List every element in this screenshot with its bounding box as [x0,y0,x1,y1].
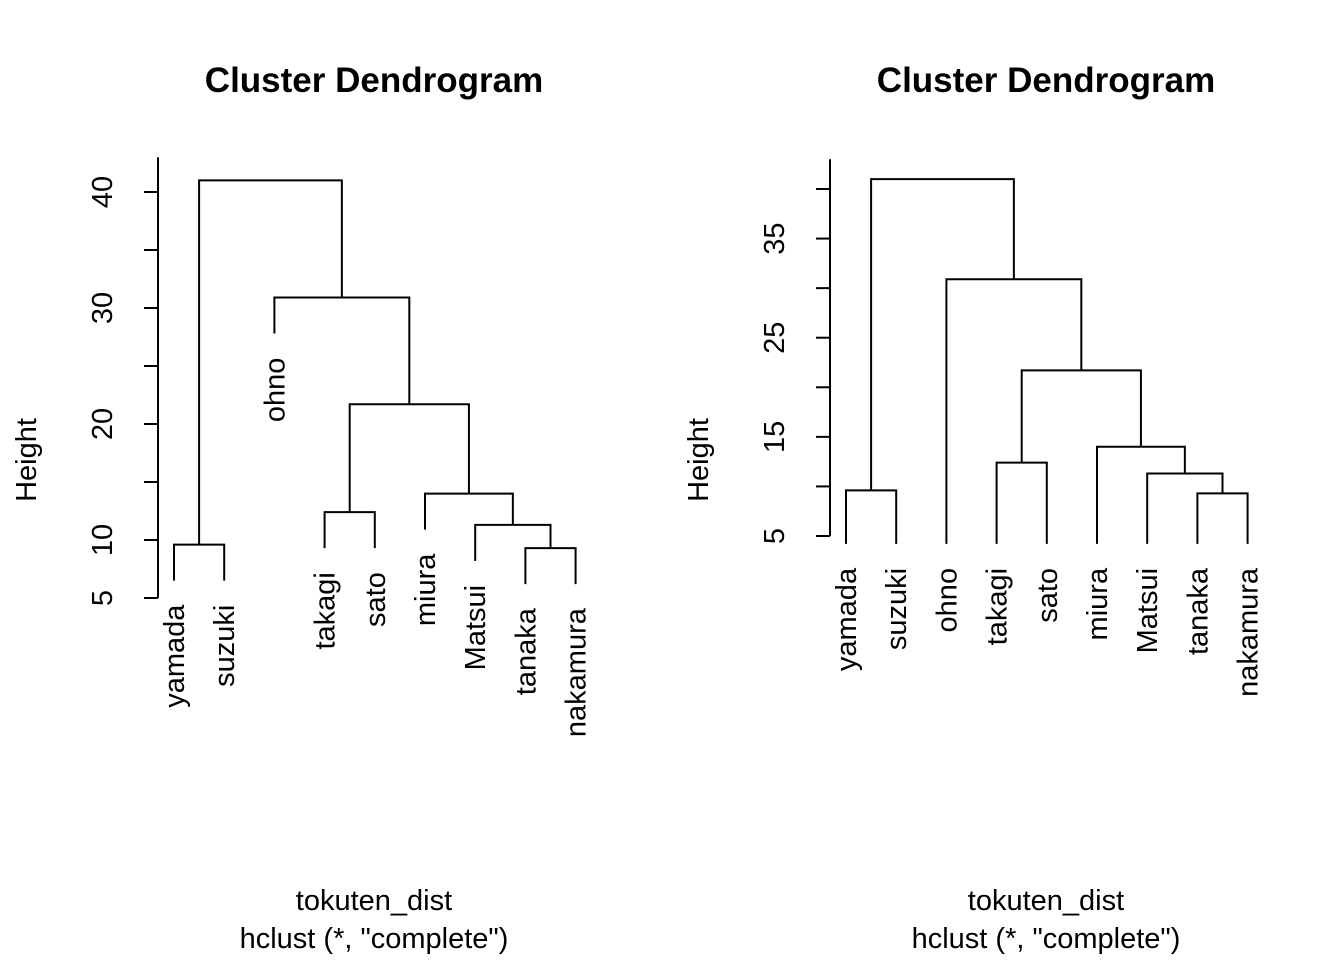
left-leaf-label-matsui: Matsui [460,585,492,670]
left-subtitle: hclust (*, "complete") [240,923,509,955]
right-merge-matsui-tanaka-nakamura [1146,472,1224,544]
left-y-tick-label-5: 5 [87,590,119,606]
right-subtitle: hclust (*, "complete") [912,923,1181,955]
left-y-axis: 5 10 20 30 40 [87,157,159,606]
right-merge-miura-matsui-tanaka-nakamura [1096,445,1186,544]
left-y-tick-label-20: 20 [87,408,119,440]
right-tree [845,178,1249,544]
right-chart-title: Cluster Dendrogram [877,61,1215,100]
right-leaf-label-suzuki: suzuki [881,568,913,650]
right-leaf-label-yamada: yamada [831,567,863,671]
right-leaf-label-nakamura: nakamura [1233,567,1265,697]
left-merge-yamada-suzuki-ohno-nakamura [198,179,343,545]
right-y-axis: 5 15 25 35 [759,159,831,544]
right-y-tick-label-25: 25 [759,322,791,354]
left-leaf-label-ohno: ohno [259,358,291,423]
left-merge-takagi-sato [323,511,376,549]
left-y-tick-label-40: 40 [87,176,119,208]
right-merge-takagi-sato-miura-matsui-tanaka-nakamura [1020,369,1142,463]
left-merge-tanaka-nakamura [524,547,577,585]
left-leaf-label-yamada: yamada [159,604,191,708]
left-merge-matsui-tanaka-nakamura [474,523,552,561]
left-merge-yamada-suzuki [173,543,226,581]
right-x-axis-label: tokuten_dist [968,885,1124,917]
left-chart-title: Cluster Dendrogram [205,61,543,100]
left-x-axis-label: tokuten_dist [296,885,452,917]
right-y-tick-label-5: 5 [759,528,791,544]
left-leaf-label-suzuki: suzuki [209,605,241,687]
left-y-tick-label-30: 30 [87,292,119,324]
right-merge-yamada-suzuki-ohno-nakamura [870,178,1015,491]
right-merge-tanaka-nakamura [1196,492,1249,544]
right-merge-takagi-sato [995,461,1048,544]
left-merge-takagi-sato-miura-matsui-tanaka-nakamura [348,403,470,513]
right-leaf-label-tanaka: tanaka [1182,567,1214,655]
left-leaf-label-nakamura: nakamura [561,607,593,737]
left-leaf-label-tanaka: tanaka [510,607,542,695]
right-leaf-label-miura: miura [1082,567,1114,640]
right-leaf-labels: yamada suzuki ohno takagi sato miura Matsui tan… [831,567,1265,697]
left-dendrogram-panel: Cluster Dendrogram Height tokuten_dist h… [11,61,593,955]
right-leaf-label-takagi: takagi [982,568,1014,645]
left-leaf-label-sato: sato [360,572,392,627]
right-dendrogram-panel: Cluster Dendrogram Height tokuten_dist h… [683,61,1265,955]
right-y-axis-label: Height [683,418,715,502]
left-y-axis-label: Height [11,418,43,502]
right-leaf-label-sato: sato [1032,568,1064,623]
left-y-tick-label-10: 10 [87,524,119,556]
right-y-tick-label-35: 35 [759,222,791,254]
right-leaf-label-ohno: ohno [931,568,963,633]
right-leaf-label-matsui: Matsui [1132,568,1164,653]
left-tree [173,179,577,585]
left-leaf-label-takagi: takagi [310,572,342,649]
left-leaf-labels: yamada suzuki ohno takagi sato miura Matsui tan… [159,358,593,738]
left-leaf-label-miura: miura [410,553,442,626]
right-merge-ohno-takagi-nakamura [945,278,1083,544]
left-merge-ohno-takagi-nakamura [273,296,411,405]
right-merge-yamada-suzuki [845,489,898,544]
right-y-tick-label-15: 15 [759,421,791,453]
